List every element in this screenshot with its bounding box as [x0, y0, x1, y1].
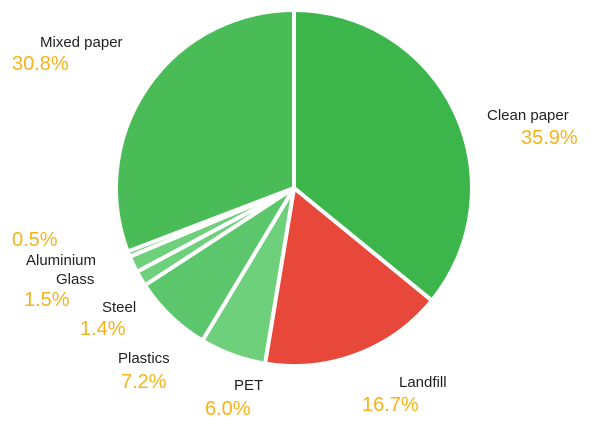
value-label-mixed-paper: 30.8%	[12, 53, 69, 75]
pie-labels: Mixed paper 30.8% Clean paper 35.9% 0.5%…	[12, 34, 578, 420]
value-label-landfill: 16.7%	[362, 394, 419, 416]
value-label-pet: 6.0%	[205, 398, 251, 420]
category-label-plastics: Plastics	[118, 350, 170, 367]
value-label-clean-paper: 35.9%	[521, 127, 578, 149]
pie-slice-clean-paper	[292, 8, 474, 303]
category-label-mixed-paper: Mixed paper	[40, 34, 123, 51]
category-label-aluminium: Aluminium	[26, 252, 96, 269]
category-label-glass: Glass	[56, 271, 94, 288]
category-label-clean-paper: Clean paper	[487, 107, 569, 124]
value-label-glass: 1.5%	[24, 289, 70, 311]
pie-slice-mixed-paper	[114, 8, 296, 254]
value-label-plastics: 7.2%	[121, 371, 167, 393]
category-label-landfill: Landfill	[399, 374, 447, 391]
pie-slices	[114, 8, 474, 368]
category-label-pet: PET	[234, 377, 263, 394]
value-label-aluminium: 0.5%	[12, 229, 58, 251]
category-label-steel: Steel	[102, 299, 136, 316]
pie-slice-landfill	[263, 186, 434, 368]
value-label-steel: 1.4%	[80, 318, 126, 340]
